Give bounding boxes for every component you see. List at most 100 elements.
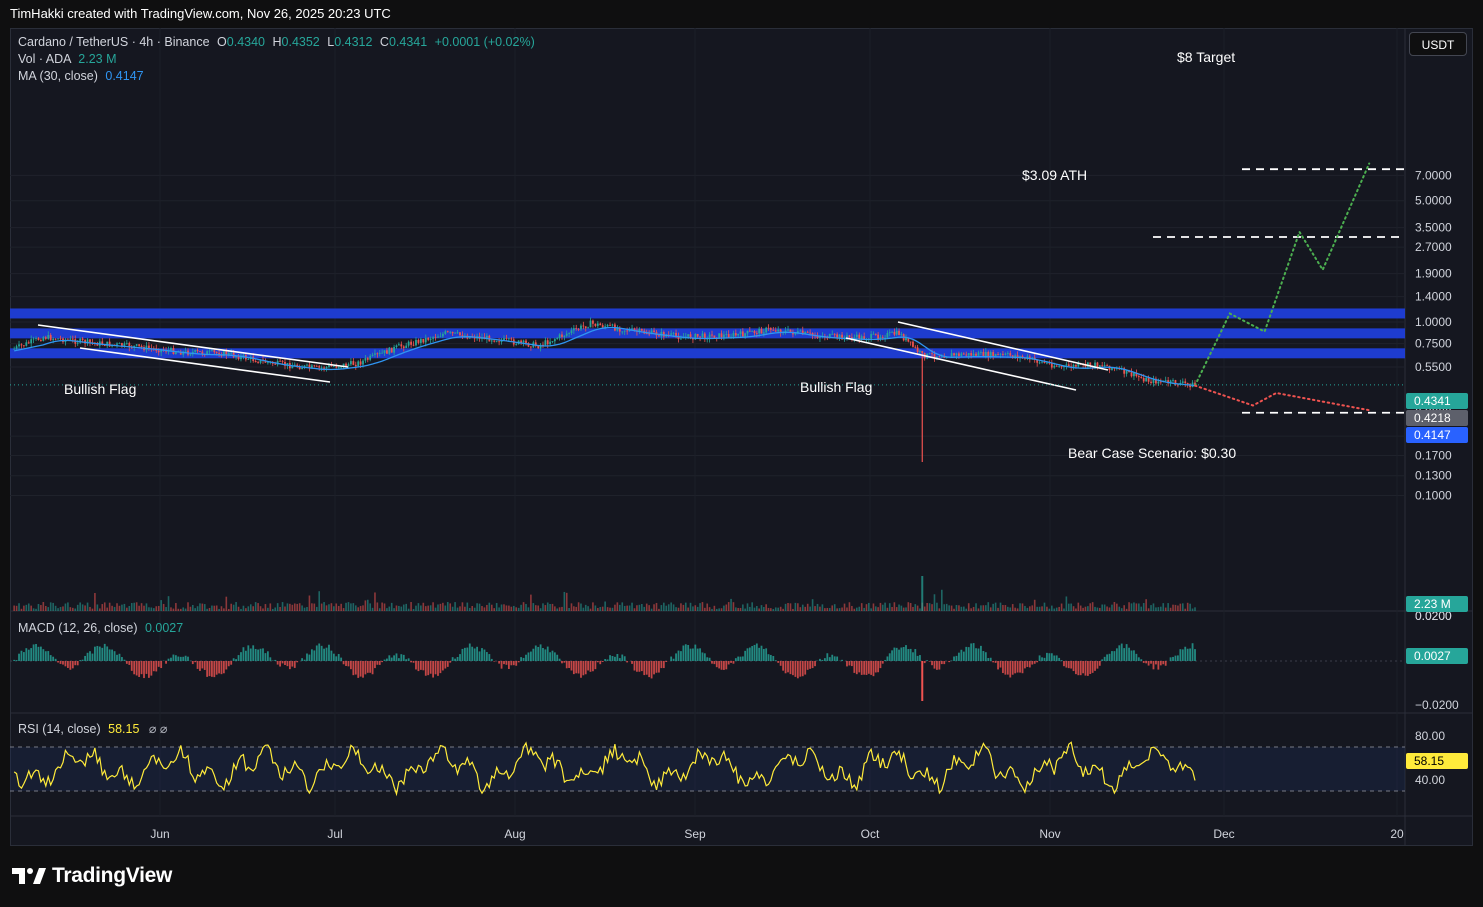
macd-bar: [1118, 645, 1121, 661]
volume-bar: [500, 604, 503, 611]
volume-bar: [371, 607, 374, 611]
candle-body: [27, 342, 30, 344]
volume-bar: [118, 605, 121, 611]
price-tick-label: 3.5000: [1415, 221, 1452, 235]
macd-bar: [1048, 653, 1051, 661]
volume-bar: [468, 607, 471, 611]
volume-bar: [175, 603, 177, 611]
macd-bar: [155, 661, 158, 672]
macd-bar: [796, 661, 799, 679]
macd-bar: [113, 651, 116, 661]
macd-bar: [196, 661, 199, 669]
volume-bar: [170, 607, 172, 611]
candle-body: [76, 342, 79, 344]
volume-bar: [444, 605, 447, 611]
flag-channel-line: [37, 324, 349, 368]
macd-bar: [741, 656, 744, 661]
macd-bar: [563, 661, 566, 663]
volume-bar: [626, 605, 628, 611]
volume-bar: [52, 602, 54, 611]
volume-bar: [133, 602, 136, 611]
volume-bar: [74, 608, 77, 611]
candle-body: [589, 320, 592, 328]
volume-bar: [1108, 607, 1111, 611]
volume-bar: [1169, 607, 1172, 611]
macd-bar: [718, 661, 721, 669]
candle-body: [40, 339, 42, 341]
macd-bar: [466, 647, 469, 661]
macd-bar: [230, 661, 233, 665]
volume-bar: [735, 607, 737, 611]
macd-bar: [977, 648, 980, 661]
macd-bar: [206, 661, 209, 677]
volume-bar: [631, 602, 633, 611]
volume-bar: [727, 602, 730, 611]
macd-bar: [765, 648, 768, 661]
candle-body: [940, 356, 943, 358]
macd-bar: [703, 653, 706, 661]
volume-bar: [325, 605, 328, 611]
symbol-name[interactable]: Cardano / TetherUS · 4h · Binance: [18, 35, 210, 49]
macd-bar: [549, 652, 552, 661]
volume-bar: [758, 608, 760, 611]
volume-bar: [696, 606, 699, 611]
candle-body: [274, 363, 277, 365]
volume-bar: [1184, 608, 1187, 611]
volume-bar: [366, 599, 369, 611]
price-badge-text: 0.4341: [1414, 394, 1451, 408]
volume-bar: [508, 605, 510, 611]
volume-label[interactable]: Vol · ADA: [18, 52, 71, 66]
candle-body: [746, 330, 749, 334]
macd-label[interactable]: MACD (12, 26, close): [18, 621, 138, 635]
macd-bar: [804, 661, 807, 675]
currency-button[interactable]: USDT: [1409, 32, 1467, 56]
macd-bar: [699, 648, 701, 661]
macd-bar: [565, 661, 568, 669]
volume-bar: [592, 602, 594, 611]
volume-bar: [213, 605, 216, 611]
volume-bar: [749, 606, 751, 611]
volume-bar: [54, 605, 57, 611]
volume-bar: [138, 605, 140, 611]
volume-legend[interactable]: Vol · ADA 2.23 M: [18, 52, 117, 66]
volume-bar: [809, 606, 811, 611]
candle-body: [992, 352, 995, 357]
rsi-label[interactable]: RSI (14, close): [18, 722, 101, 736]
volume-bar: [580, 603, 582, 611]
volume-bar: [884, 602, 886, 611]
chart-canvas[interactable]: 7.0000 5.0000 3.5000 2.7000 1.9000 1.4000 1.00…: [10, 28, 1473, 846]
macd-bar: [125, 661, 128, 664]
rsi-legend[interactable]: RSI (14, close) 58.15 ⌀ ⌀: [18, 721, 167, 736]
candle-body: [874, 333, 877, 335]
macd-bar: [160, 661, 163, 669]
volume-bar: [1077, 602, 1080, 611]
candle-body: [928, 353, 931, 355]
candle-body: [364, 358, 367, 361]
symbol-legend[interactable]: Cardano / TetherUS · 4h · Binance O0.434…: [18, 35, 535, 49]
visibility-icon[interactable]: ⌀ ⌀: [148, 722, 168, 736]
volume-bar: [148, 607, 150, 611]
price-tick-label: 1.4000: [1415, 290, 1452, 304]
candle-body: [125, 342, 128, 344]
macd-bar: [254, 648, 257, 661]
ma-legend[interactable]: MA (30, close) 0.4147: [18, 69, 144, 83]
candle-body: [313, 365, 316, 367]
macd-bar: [989, 657, 992, 661]
macd-bar: [553, 652, 556, 661]
ma-label[interactable]: MA (30, close): [18, 69, 98, 83]
tradingview-logo[interactable]: TradingView: [12, 864, 172, 888]
candle-body: [79, 338, 82, 343]
volume-bar: [770, 608, 772, 611]
candle-body: [804, 331, 807, 334]
volume-bar: [111, 605, 113, 611]
volume-bar: [1157, 607, 1160, 611]
macd-bar: [638, 661, 641, 672]
macd-bar: [211, 661, 213, 677]
candle-body: [393, 347, 395, 353]
volume-bar: [1172, 604, 1174, 611]
volume-bar: [383, 603, 386, 611]
macd-legend[interactable]: MACD (12, 26, close) 0.0027: [18, 621, 183, 635]
macd-bar: [767, 654, 770, 661]
candle-body: [13, 348, 16, 350]
macd-bar: [374, 661, 376, 669]
